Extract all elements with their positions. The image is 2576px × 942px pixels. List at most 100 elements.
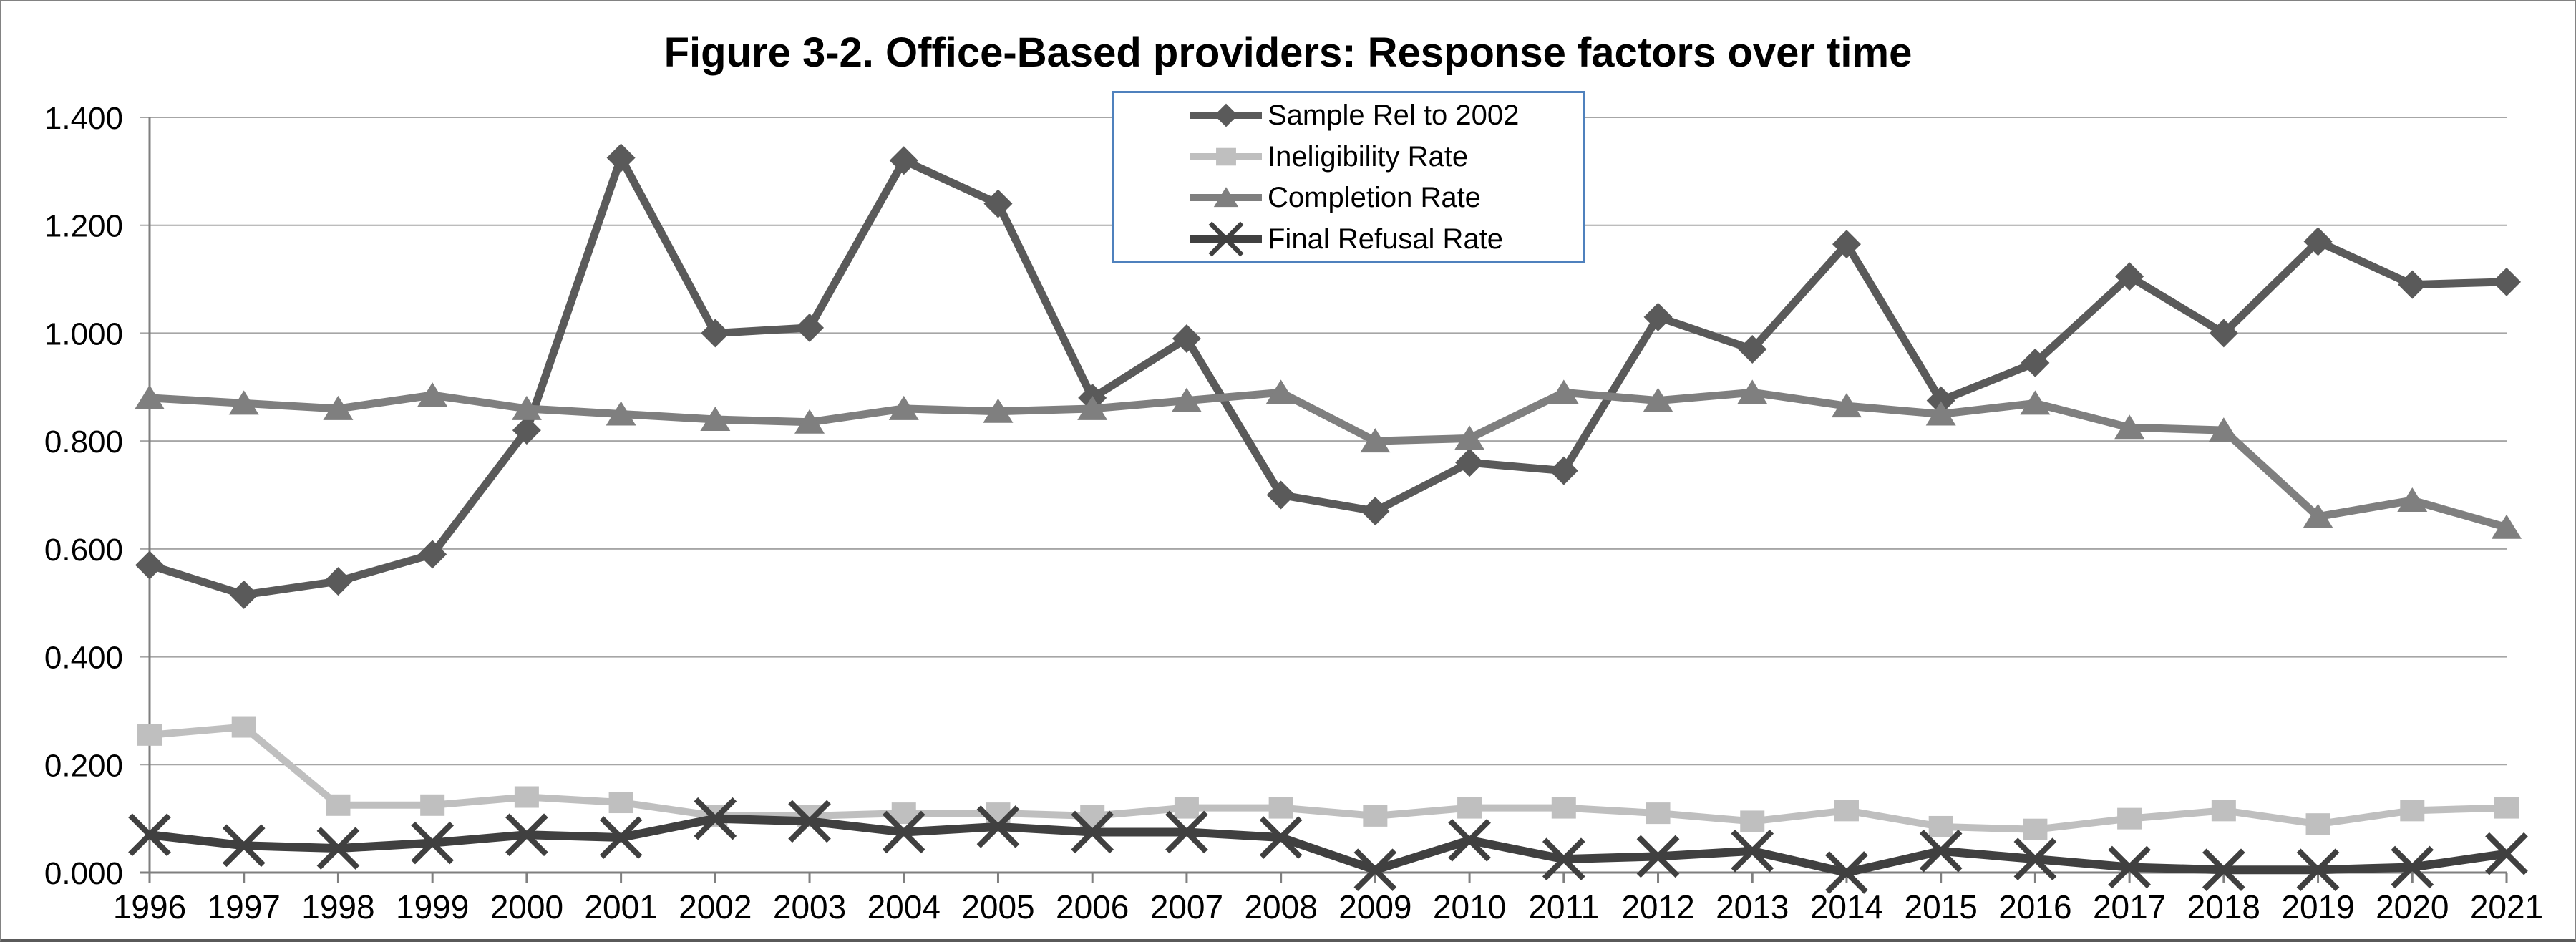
- x-marker: [1636, 835, 1680, 878]
- triangle-marker: [1643, 387, 1673, 412]
- diamond-marker: [1455, 448, 1484, 477]
- square-marker: [514, 786, 539, 808]
- y-tick-label: 0.400: [44, 641, 123, 676]
- diamond-marker: [983, 189, 1013, 218]
- x-marker: [1353, 848, 1397, 892]
- x-tick-label: 2013: [1716, 888, 1789, 926]
- x-marker: [1208, 221, 1244, 257]
- x-tick-label: 2018: [2187, 888, 2260, 926]
- x-tick-label: 2005: [961, 888, 1034, 926]
- y-tick-label: 1.400: [44, 101, 123, 136]
- y-tick-label: 1.200: [44, 209, 123, 244]
- diamond-marker: [512, 416, 541, 445]
- y-tick-label: 0.200: [44, 748, 123, 783]
- triangle-marker: [700, 407, 731, 431]
- diamond-marker: [1926, 386, 1955, 415]
- triangle-marker: [323, 395, 354, 420]
- x-marker: [2485, 832, 2528, 875]
- square-marker: [1174, 797, 1199, 819]
- legend-item-completion: Completion Rate: [1114, 178, 1583, 217]
- x-marker: [2202, 848, 2245, 892]
- diamond-marker: [135, 550, 164, 580]
- triangle-marker: [228, 390, 259, 415]
- x-tick-label: 2000: [490, 888, 563, 926]
- square-marker: [1646, 802, 1671, 825]
- triangle-marker: [2303, 503, 2333, 528]
- diamond-marker: [1361, 497, 1390, 526]
- triangle-marker: [1213, 187, 1239, 208]
- x-series-icon: [1190, 221, 1262, 257]
- diamond-marker: [2492, 267, 2521, 296]
- x-tick-label: 2003: [773, 888, 846, 926]
- diamond-marker: [701, 319, 730, 348]
- triangle-marker: [983, 398, 1014, 423]
- x-marker: [1071, 810, 1114, 854]
- square-marker: [1551, 797, 1576, 819]
- x-marker: [411, 821, 454, 865]
- diamond-marker: [2398, 270, 2427, 299]
- triangle-marker: [1737, 379, 1768, 404]
- x-tick-label: 2021: [2470, 888, 2543, 926]
- legend-label: Final Refusal Rate: [1268, 223, 1504, 256]
- series-line: [149, 814, 2507, 878]
- diamond-marker: [1214, 103, 1238, 127]
- triangle-marker: [1831, 393, 1862, 418]
- x-axis-labels: 1996 1997 1998 1999 2000 2001 2002 2003 2004 2005…: [113, 888, 2543, 926]
- y-axis-labels: 0.000 0.200 0.400 0.600 0.800 1.000 1.200 1.400: [44, 101, 123, 891]
- triangle-marker: [1360, 428, 1391, 453]
- x-tick-label: 2002: [679, 888, 752, 926]
- x-tick-label: 2010: [1433, 888, 1506, 926]
- triangle-marker: [2114, 414, 2145, 440]
- x-marker: [1731, 830, 1774, 873]
- triangle-series-icon: [1190, 187, 1262, 208]
- x-tick-label: 2007: [1150, 888, 1223, 926]
- x-marker: [1542, 837, 1585, 880]
- x-marker: [1259, 816, 1303, 859]
- square-marker: [1928, 815, 1953, 837]
- series-line: [149, 723, 2507, 833]
- x-marker: [2108, 845, 2151, 889]
- legend-label: Completion Rate: [1268, 182, 1481, 214]
- triangle-marker: [794, 409, 825, 434]
- x-marker: [1825, 851, 1868, 894]
- x-tick-label: 2006: [1056, 888, 1129, 926]
- x-tick-label: 1998: [301, 888, 374, 926]
- square-marker: [2211, 800, 2236, 822]
- x-marker: [882, 810, 925, 854]
- square-series-icon: [1190, 147, 1262, 165]
- legend-item-ineligibility: Ineligibility Rate: [1114, 137, 1583, 176]
- x-tick-label: 2009: [1338, 888, 1411, 926]
- series-line: [148, 147, 2507, 599]
- diamond-series-icon: [1190, 103, 1262, 127]
- y-tick-label: 0.000: [44, 856, 123, 891]
- x-marker: [128, 813, 171, 857]
- x-marker: [1448, 818, 1491, 862]
- legend-label: Ineligibility Rate: [1268, 140, 1469, 173]
- triangle-marker: [1171, 387, 1202, 412]
- x-tick-label: 2012: [1621, 888, 1694, 926]
- x-tick-label: 2001: [584, 888, 657, 926]
- diamond-marker: [2021, 348, 2050, 377]
- x-marker: [2391, 845, 2434, 889]
- triangle-marker: [511, 395, 542, 420]
- legend-item-final-refusal: Final Refusal Rate: [1114, 220, 1583, 258]
- x-marker: [2013, 837, 2057, 880]
- x-marker: [788, 800, 831, 843]
- x-marker: [505, 813, 548, 857]
- x-tick-label: 2015: [1905, 888, 1978, 926]
- x-tick-label: 2016: [1998, 888, 2071, 926]
- legend-item-sample-rel: Sample Rel to 2002: [1114, 96, 1583, 135]
- square-marker: [326, 794, 351, 816]
- diamond-marker: [1549, 456, 1578, 485]
- y-tick-label: 0.800: [44, 424, 123, 460]
- diamond-marker: [1738, 335, 1767, 364]
- y-tick-label: 1.000: [44, 316, 123, 351]
- triangle-marker: [2492, 514, 2522, 539]
- square-marker: [608, 792, 633, 814]
- x-tick-label: 2008: [1244, 888, 1317, 926]
- series-completion-rate: [135, 379, 2522, 539]
- diamond-marker: [2115, 262, 2144, 291]
- square-marker: [2117, 807, 2142, 830]
